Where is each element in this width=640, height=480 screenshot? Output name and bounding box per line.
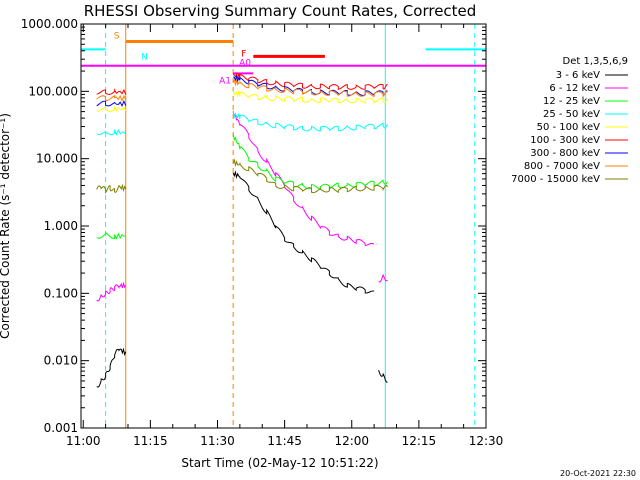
chart-title: RHESSI Observing Summary Count Rates, Co… (84, 2, 477, 20)
series-line (96, 106, 127, 112)
series-line (232, 112, 388, 132)
series-line (232, 111, 375, 247)
series-line (232, 170, 375, 294)
legend-label: 800 - 7000 keV (524, 161, 600, 172)
y-tick-label: 0.100 (44, 286, 78, 300)
x-tick-label: 12:30 (469, 434, 504, 448)
timestamp: 20-Oct-2021 22:30 (560, 469, 636, 478)
series-line (232, 72, 388, 90)
series-line (96, 281, 127, 302)
flag-label-a1: A1 (219, 76, 231, 86)
series-line (232, 78, 388, 98)
x-axis-label: Start Time (02-May-12 10:51:22) (181, 456, 378, 470)
legend-label: 25 - 50 keV (543, 109, 600, 120)
x-tick-label: 12:00 (334, 434, 369, 448)
series-line (96, 183, 127, 194)
series-line (96, 347, 127, 388)
legend-label: 100 - 300 keV (530, 135, 600, 146)
legend: Det 1,3,5,6,9 3 - 6 keV 6 - 12 keV 12 - 25… (511, 56, 628, 185)
x-tick-label: 12:15 (402, 434, 437, 448)
legend-header: Det 1,3,5,6,9 (563, 56, 628, 67)
flag-label-f: F (241, 49, 246, 59)
flag-label-n: N (141, 52, 148, 62)
x-tick-label: 11:15 (133, 434, 168, 448)
y-tick-label: 0.010 (44, 354, 78, 368)
y-tick-label: 1000.000 (21, 17, 78, 31)
legend-label: 12 - 25 keV (543, 96, 600, 107)
series-line (96, 99, 127, 108)
legend-label: 300 - 800 keV (530, 148, 600, 159)
legend-label: 3 - 6 keV (556, 70, 600, 81)
y-axis-label: Corrected Count Rate (s⁻¹ detector⁻¹) (0, 113, 12, 339)
series-line (96, 88, 127, 95)
series-line (378, 274, 388, 283)
x-tick-label: 11:30 (200, 434, 235, 448)
series-line (232, 158, 388, 194)
plot-frame (80, 23, 487, 429)
y-tick-label: 1.000 (44, 219, 78, 233)
y-tick-label: 100.000 (28, 84, 78, 98)
series-line (96, 94, 127, 102)
x-tick-label: 11:00 (66, 434, 101, 448)
legend-label: 50 - 100 keV (537, 122, 601, 133)
plot-area: S N FA0 A1 (81, 24, 486, 428)
y-tick-label: 10.000 (36, 152, 78, 166)
series-line (232, 89, 388, 104)
series-line (96, 129, 127, 136)
axes: 0.001 0.010 0.100 1.000 10.000 100.000 1000.00… (21, 17, 504, 448)
legend-label: 6 - 12 keV (549, 83, 600, 94)
flag-label-s: S (114, 31, 120, 41)
y-tick-label: 0.001 (44, 421, 78, 435)
series-line (232, 133, 388, 190)
series-line (378, 369, 388, 383)
series-layer (96, 72, 388, 388)
series-line (96, 231, 126, 240)
legend-label: 7000 - 15000 keV (511, 174, 600, 185)
x-tick-label: 11:45 (267, 434, 302, 448)
flag-label-a0: A0 (239, 59, 251, 69)
